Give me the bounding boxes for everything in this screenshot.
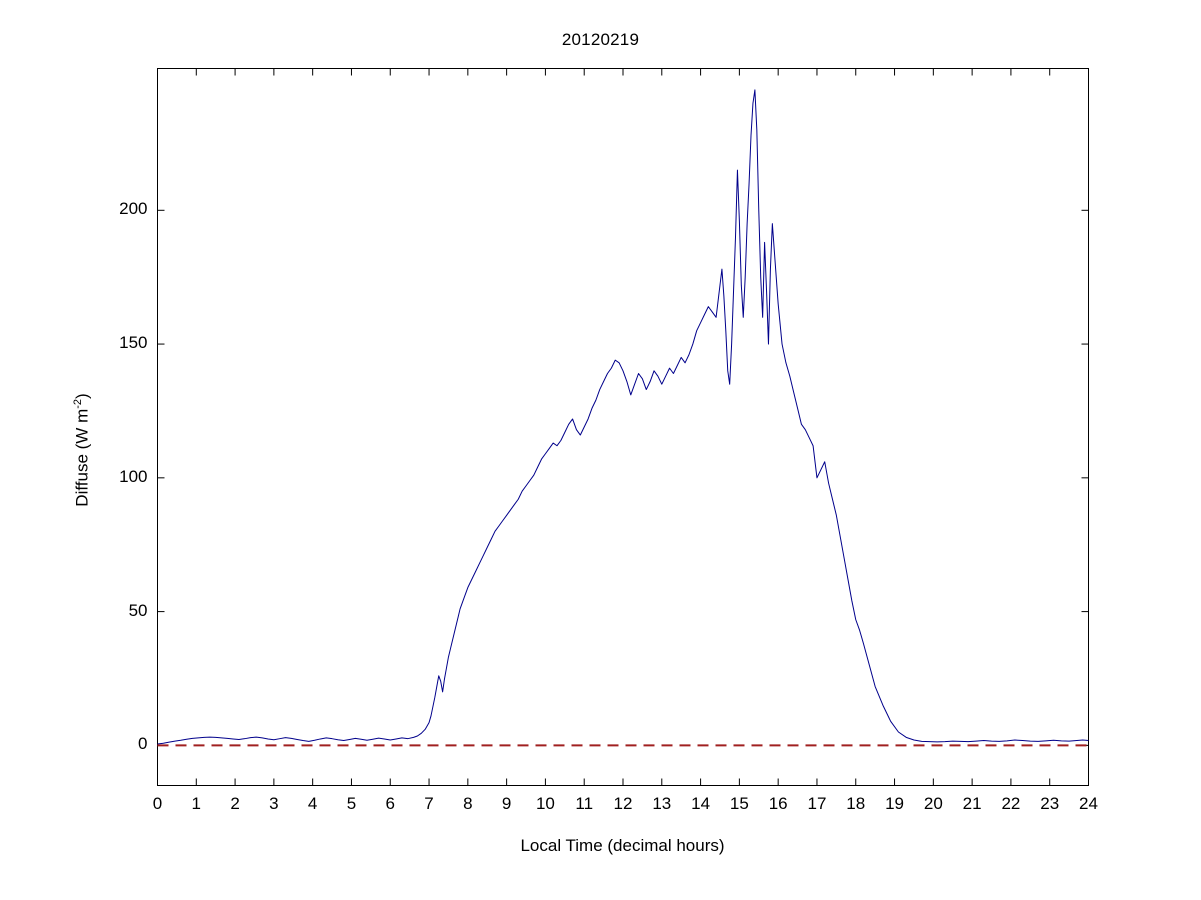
x-tick-label: 14 — [691, 794, 711, 813]
x-tick-label: 1 — [191, 794, 202, 813]
x-tick-label: 7 — [424, 794, 434, 813]
x-tick-label: 17 — [807, 794, 827, 813]
x-tick-label: 20 — [923, 794, 943, 813]
x-tick-label: 2 — [230, 794, 240, 813]
y-tick-label: 150 — [119, 333, 148, 353]
y-tick-label: 100 — [119, 466, 148, 486]
y-tick-label: 50 — [128, 600, 148, 620]
x-tick-label: 23 — [1040, 794, 1060, 813]
x-tick-label: 19 — [885, 794, 904, 813]
x-tick-label: 11 — [575, 794, 594, 813]
x-tick-label: 24 — [1079, 794, 1098, 813]
y-tick-label: 0 — [138, 734, 148, 754]
plot-box-border — [157, 68, 1089, 786]
x-tick-label: 12 — [613, 794, 633, 813]
x-tick-label: 15 — [729, 794, 749, 813]
x-tick-label: 18 — [846, 794, 866, 813]
y-axis-label: Diffuse (W m-2) — [72, 300, 93, 600]
x-tick-label: 4 — [307, 794, 318, 813]
x-tick-label: 3 — [269, 794, 279, 813]
x-tick-label: 13 — [652, 794, 672, 813]
y-axis-label-wrapper: Diffuse (W m-2) — [72, 300, 96, 600]
x-tick-label: 10 — [535, 794, 555, 813]
x-tick-label: 6 — [385, 794, 395, 813]
y-axis-label-main: Diffuse (W m — [72, 408, 92, 507]
chart-title: 20120219 — [561, 30, 640, 49]
x-tick-label: 9 — [501, 794, 512, 813]
x-tick-label: 8 — [463, 794, 473, 813]
x-tick-label: 0 — [152, 794, 163, 813]
x-axis-label: Local Time (decimal hours) — [520, 836, 725, 855]
y-tick-label: 200 — [119, 199, 148, 219]
x-tick-label: 22 — [1001, 794, 1021, 813]
y-axis-label-exponent: -2 — [72, 398, 84, 409]
y-axis-label-tail: ) — [72, 393, 92, 399]
data-series-line — [157, 89, 1089, 745]
x-tick-label: 5 — [346, 794, 357, 813]
x-tick-label: 21 — [962, 794, 982, 813]
x-tick-label: 16 — [768, 794, 788, 813]
